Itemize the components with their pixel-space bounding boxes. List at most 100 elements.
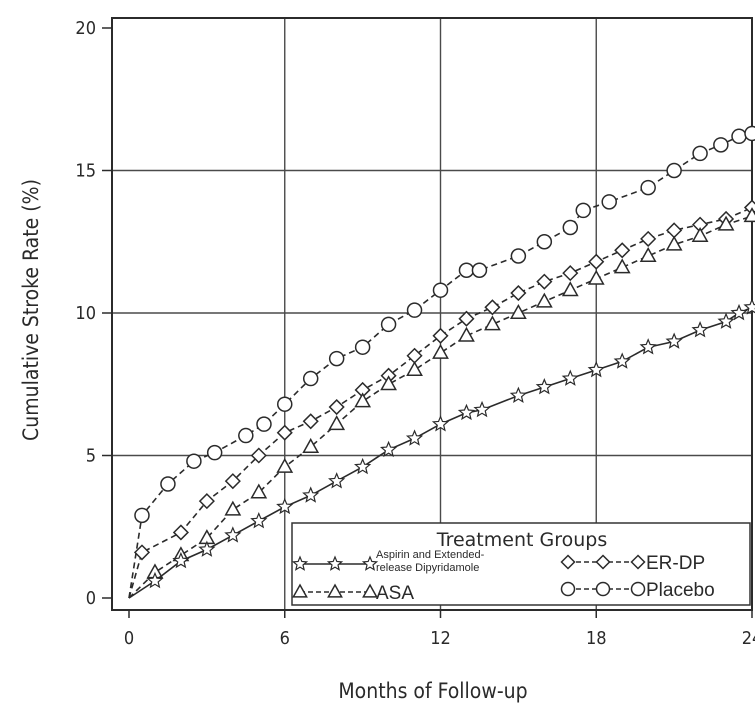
data-point-star — [743, 298, 755, 315]
data-point-diamond — [198, 493, 215, 510]
data-point-star — [379, 440, 398, 458]
data-point-triangle — [691, 227, 709, 243]
data-point-diamond — [302, 413, 319, 430]
series-lines — [128, 125, 755, 599]
plot-frame — [111, 17, 753, 611]
data-point-star — [535, 378, 553, 395]
data-point-diamond — [614, 242, 631, 259]
data-point-diamond — [562, 265, 579, 282]
legend-label-triangle: ASA — [376, 583, 414, 604]
data-point-circle — [186, 453, 202, 469]
legend-marker-triangle — [362, 583, 378, 598]
data-point-circle — [562, 219, 579, 236]
legend-entry-star: Aspirin and Extended-release Dipyridamol… — [291, 549, 485, 574]
data-point-circle — [406, 302, 423, 318]
data-point-star — [561, 369, 579, 386]
data-point-triangle — [354, 392, 372, 408]
data-point-circle — [510, 248, 527, 264]
data-point-circle — [256, 416, 272, 432]
data-point-triangle — [509, 303, 527, 319]
series-triangle — [128, 207, 755, 599]
data-point-star — [276, 497, 294, 515]
legend-marker-circle — [560, 581, 576, 597]
data-point-triangle — [587, 269, 605, 285]
data-point-circle — [575, 202, 592, 219]
data-point-triangle — [665, 235, 683, 251]
x-tick-label: 0 — [124, 628, 134, 649]
data-point-star — [354, 457, 372, 475]
legend-marker-diamond — [630, 554, 646, 570]
data-point-triangle — [717, 215, 735, 231]
legend-entries: Placebo ER-DP ASA Aspirin and Extended-rele… — [291, 549, 715, 604]
data-point-star — [509, 386, 527, 403]
legend-marker-star — [326, 555, 344, 571]
data-point-star — [328, 472, 346, 489]
tick-labels: 0 6 12 18 24 0 5 10 15 20 — [75, 18, 755, 649]
data-point-star — [473, 400, 491, 418]
data-point-star — [302, 486, 320, 503]
x-tick-label: 12 — [430, 628, 451, 649]
data-point-circle — [134, 507, 150, 524]
data-point-circle — [458, 262, 475, 278]
series-circle — [128, 125, 755, 599]
data-point-star — [431, 415, 450, 432]
data-point-triangle — [276, 457, 294, 473]
data-point-circle — [302, 370, 319, 387]
data-point-diamond — [172, 524, 189, 541]
data-point-triangle — [639, 246, 657, 262]
legend-label-star: release Dipyridamole — [376, 562, 479, 574]
y-tick-label: 20 — [75, 18, 96, 39]
data-point-triangle — [561, 281, 579, 297]
data-point-circle — [380, 316, 397, 333]
data-point-star — [172, 551, 190, 569]
legend-label-star: Aspirin and Extended- — [376, 549, 485, 561]
data-point-triangle — [380, 375, 397, 391]
data-point-triangle — [432, 343, 449, 359]
legend-marker-diamond — [560, 554, 576, 570]
data-point-diamond — [666, 222, 683, 239]
data-point-star — [613, 352, 631, 369]
data-point-circle — [640, 179, 656, 196]
data-point-circle — [536, 234, 553, 250]
data-point-circle — [731, 128, 747, 145]
data-point-star — [691, 321, 709, 338]
data-point-diamond — [224, 473, 241, 490]
data-point-circle — [744, 125, 755, 142]
data-point-circle — [666, 162, 682, 179]
y-tick-label: 15 — [75, 161, 96, 182]
x-tick-label: 18 — [586, 628, 607, 649]
data-point-diamond — [406, 347, 423, 364]
data-point-star — [146, 571, 164, 589]
data-point-triangle — [328, 415, 346, 431]
legend-marker-circle — [630, 581, 646, 597]
data-point-star — [665, 332, 683, 349]
data-point-diamond — [536, 273, 553, 290]
data-point-diamond — [328, 398, 345, 416]
data-point-diamond — [276, 424, 293, 441]
y-tick-label: 10 — [75, 303, 96, 324]
series-star — [128, 298, 755, 599]
legend-label-circle: Placebo — [646, 580, 715, 601]
x-axis-label: Months of Follow-up — [338, 679, 527, 703]
data-point-triangle — [224, 500, 242, 516]
x-tick-label: 24 — [742, 628, 755, 649]
data-point-star — [224, 526, 242, 543]
data-point-triangle — [250, 483, 268, 499]
data-point-star — [639, 338, 657, 355]
data-point-star — [457, 403, 476, 421]
data-point-circle — [206, 444, 223, 461]
legend-marker-diamond — [595, 554, 611, 570]
data-point-triangle — [743, 207, 755, 223]
y-tick-label: 5 — [86, 446, 96, 467]
data-point-diamond — [484, 299, 501, 316]
data-point-star — [730, 303, 748, 321]
data-point-triangle — [613, 258, 631, 274]
data-point-circle — [713, 137, 729, 153]
data-point-diamond — [588, 253, 605, 270]
data-point-star — [198, 540, 216, 557]
data-point-star — [587, 360, 605, 378]
data-point-diamond — [250, 447, 267, 464]
data-point-circle — [471, 262, 488, 278]
data-point-star — [250, 511, 268, 529]
